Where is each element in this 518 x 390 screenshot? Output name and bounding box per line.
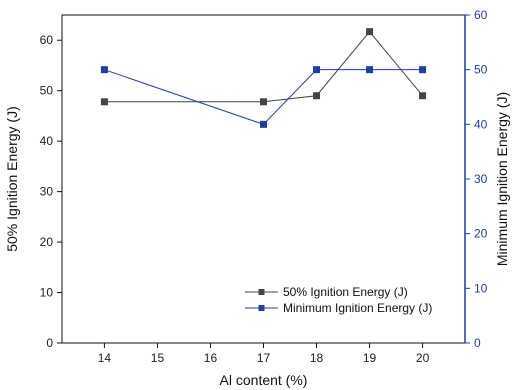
data-point-min	[100, 66, 108, 74]
series-line-min	[104, 69, 423, 125]
right-y-tick-label: 30	[474, 172, 488, 186]
legend: 50% Ignition Energy (J) Minimum Ignition…	[245, 285, 432, 315]
right-y-tick-label: 60	[474, 8, 488, 22]
x-tick-label: 19	[363, 351, 377, 365]
series-line-50pct	[104, 30, 423, 103]
x-tick-label: 15	[151, 351, 165, 365]
x-tick-label: 18	[310, 351, 324, 365]
legend-marker-50pct	[258, 289, 265, 295]
right-y-tick-label: 10	[474, 281, 488, 295]
series-layer	[100, 28, 427, 128]
x-tick-label: 14	[98, 351, 112, 365]
legend-label-50pct: 50% Ignition Energy (J)	[283, 285, 408, 299]
data-point-50pct	[419, 92, 427, 100]
right-y-axis-ticks: 0 10 20 30 40 50 60	[465, 8, 488, 350]
left-y-axis-label: 50% Ignition Energy (J)	[4, 106, 20, 252]
right-y-tick-label: 50	[474, 63, 488, 77]
right-y-tick-label: 20	[474, 227, 488, 241]
left-y-tick-label: 60	[40, 33, 54, 47]
left-y-tick-label: 30	[40, 185, 54, 199]
legend-label-min: Minimum Ignition Energy (J)	[283, 301, 432, 315]
data-point-min	[313, 66, 321, 74]
x-axis-ticks: 14 15 16 17 18 19 20	[98, 343, 430, 365]
x-axis-label: Al content (%)	[220, 372, 308, 388]
right-y-tick-label: 0	[474, 336, 481, 350]
left-y-tick-label: 0	[46, 336, 53, 350]
data-point-min	[419, 66, 427, 74]
left-y-tick-label: 50	[40, 84, 54, 98]
data-point-min	[260, 120, 267, 128]
x-tick-label: 16	[204, 351, 218, 365]
left-y-tick-label: 10	[40, 286, 54, 300]
x-tick-label: 20	[416, 351, 430, 365]
left-y-tick-label: 20	[40, 235, 54, 249]
left-y-tick-label: 40	[40, 134, 54, 148]
data-point-50pct	[366, 28, 374, 36]
x-tick-label: 17	[257, 351, 271, 365]
left-y-axis-ticks: 0 10 20 30 40 50 60	[40, 33, 62, 350]
data-point-50pct	[260, 98, 267, 106]
right-y-axis-label: Minimum Ignition Energy (J)	[494, 92, 510, 266]
right-y-tick-label: 40	[474, 117, 488, 131]
legend-marker-min	[258, 305, 265, 311]
data-point-min	[366, 66, 374, 74]
data-point-50pct	[313, 92, 321, 100]
data-point-50pct	[100, 98, 108, 106]
